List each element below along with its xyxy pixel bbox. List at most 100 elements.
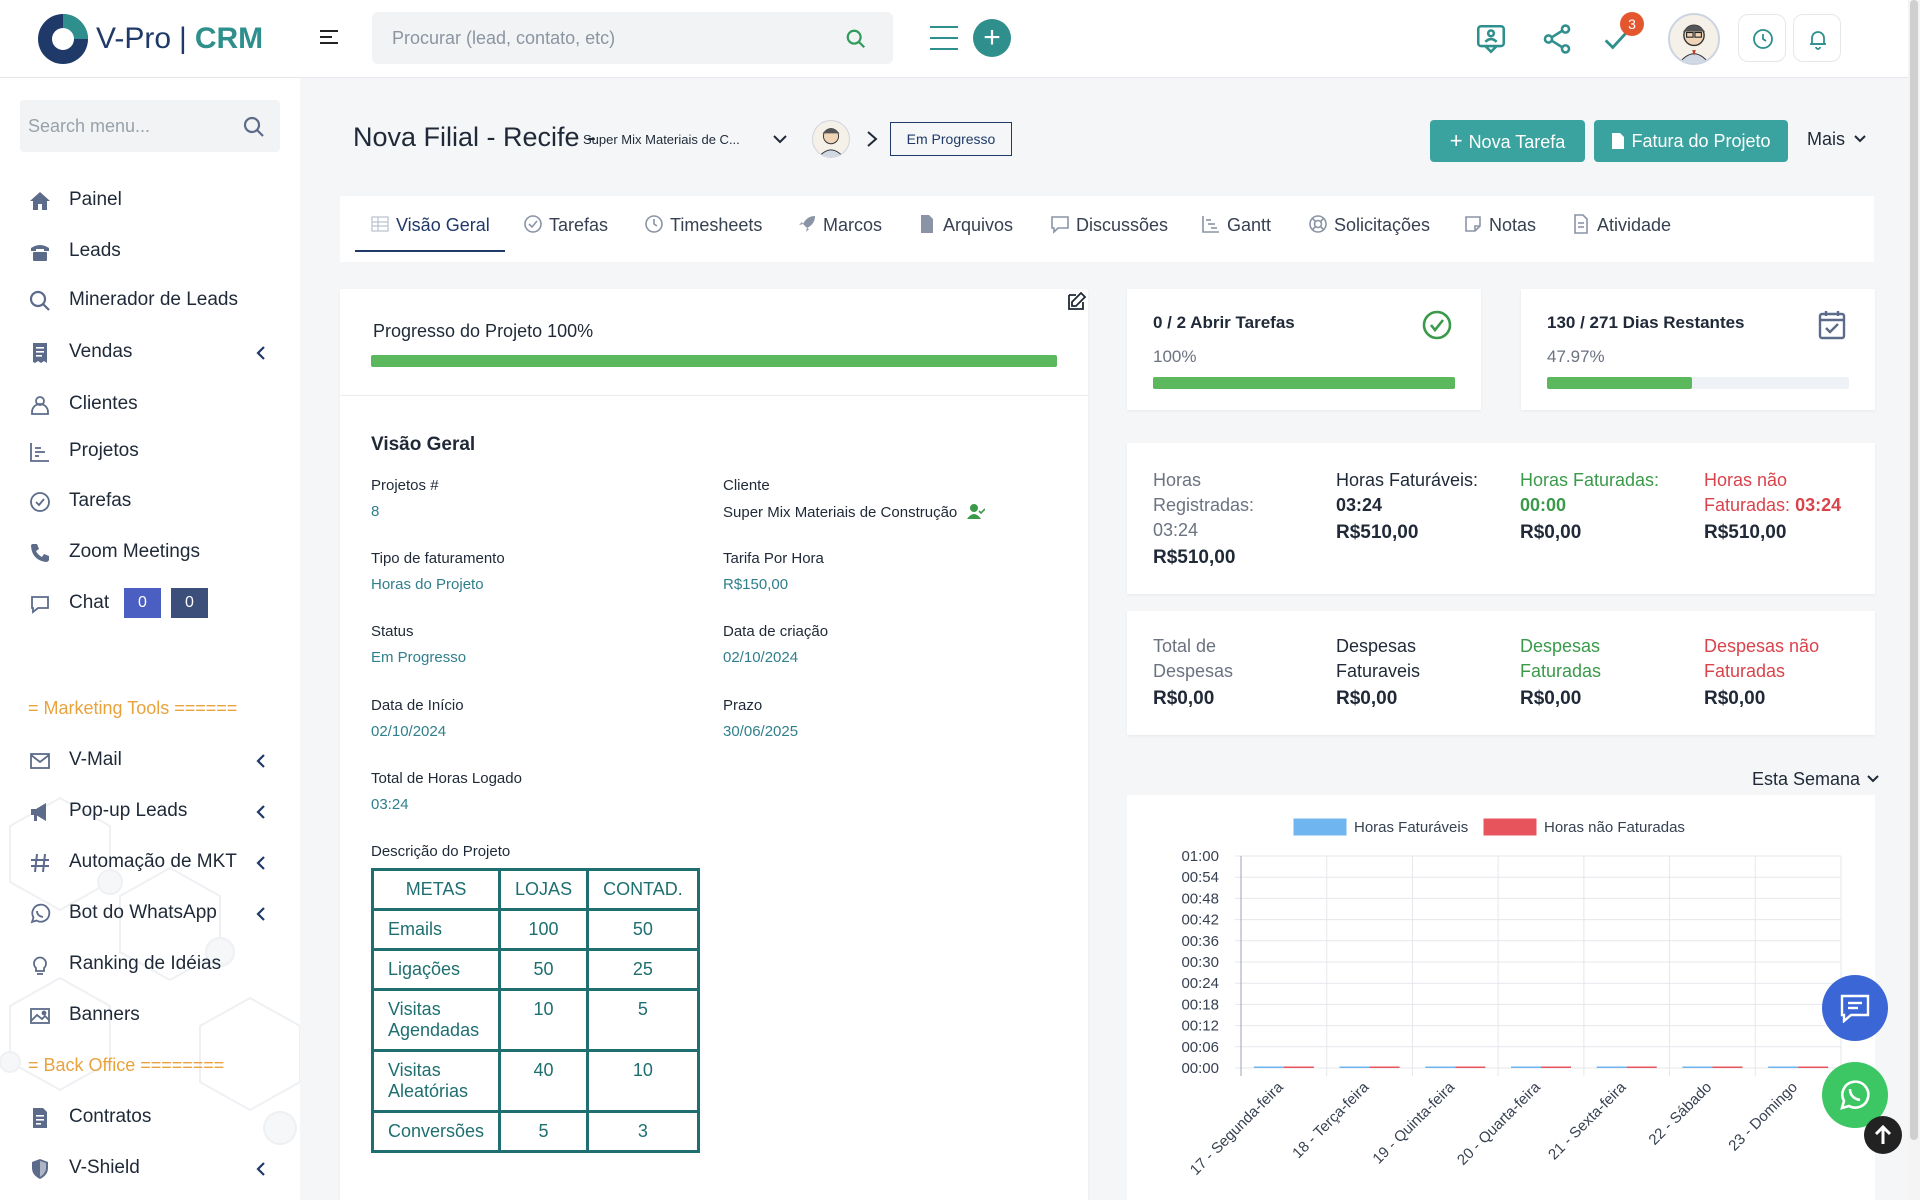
- days-remaining-percent: 47.97%: [1547, 347, 1605, 366]
- open-tasks-percent: 100%: [1153, 347, 1197, 366]
- chevron-down-icon[interactable]: [773, 134, 787, 144]
- table-cell: 100: [498, 908, 590, 951]
- menu-search-input[interactable]: [20, 100, 280, 152]
- project-progress-bar: [371, 355, 1057, 367]
- tab-atividade[interactable]: Atividade: [1571, 214, 1671, 244]
- sidebar-item-contratos[interactable]: Contratos: [0, 1098, 300, 1138]
- chevron-right-icon[interactable]: [866, 130, 878, 148]
- timer-button[interactable]: [1738, 14, 1786, 62]
- sidebar-item-vmail[interactable]: V-Mail: [0, 741, 300, 781]
- tab-timesheets[interactable]: Timesheets: [644, 214, 762, 244]
- sidebar-item-automacao[interactable]: Automação de MKT: [0, 843, 300, 883]
- period-select[interactable]: Esta Semana: [1752, 769, 1879, 790]
- phone-desk-icon: [31, 245, 49, 261]
- sidebar-item-minerador[interactable]: Minerador de Leads: [0, 281, 300, 321]
- project-status-badge: Em Progresso: [890, 122, 1012, 156]
- field-label: Prazo: [723, 697, 763, 714]
- tab-discussoes[interactable]: Discussões: [1050, 214, 1168, 244]
- expenses-money: R$0,00: [1153, 688, 1215, 709]
- scroll-to-top-button[interactable]: [1864, 1116, 1902, 1154]
- tab-gantt[interactable]: Gantt: [1201, 214, 1271, 244]
- table-cell: 10: [586, 1049, 700, 1113]
- project-tabs: [340, 196, 1874, 262]
- hours-registered: Horas Registradas: 03:24 R$510,00: [1153, 468, 1273, 573]
- chat-unread-chip[interactable]: 0: [124, 588, 161, 618]
- chart-bar: [1596, 1066, 1627, 1068]
- sidebar-toggle-icon[interactable]: [320, 30, 338, 46]
- field-value-billing-type: Horas do Projeto: [371, 576, 484, 593]
- table-header-row: METAS LOJAS CONTAD.: [370, 868, 700, 911]
- client-name[interactable]: Super Mix Materiais de Construção: [723, 504, 958, 521]
- table-cell: 5: [586, 988, 700, 1052]
- grid-icon: [371, 216, 389, 232]
- shield-icon: [32, 1159, 48, 1179]
- tab-tarefas[interactable]: Tarefas: [523, 214, 608, 244]
- tab-marcos[interactable]: Marcos: [797, 214, 882, 244]
- page-scrollbar-thumb[interactable]: [1910, 0, 1918, 1140]
- sidebar-item-bot-whatsapp[interactable]: Bot do WhatsApp: [0, 894, 300, 934]
- sidebar: Painel Leads Minerador de Leads Vendas C…: [0, 78, 300, 1200]
- logo-mark: [38, 14, 88, 64]
- field-value-client[interactable]: Super Mix Materiais de Construção: [723, 503, 987, 521]
- chevron-down-icon: [1867, 775, 1879, 783]
- x-tick-label: 22 - Sábado: [1645, 1079, 1715, 1149]
- project-invoice-button[interactable]: Fatura do Projeto: [1594, 120, 1788, 162]
- search-icon[interactable]: [845, 28, 867, 50]
- project-progress-fill: [371, 355, 1057, 367]
- days-remaining-title: 130 / 271 Dias Restantes: [1547, 313, 1745, 332]
- chart-bar: [1369, 1066, 1400, 1068]
- sidebar-item-vshield[interactable]: V-Shield: [0, 1149, 300, 1189]
- project-client-name[interactable]: Super Mix Materiais de C...: [583, 132, 740, 147]
- user-icon: [31, 396, 49, 415]
- field-value-hourly-rate: R$150,00: [723, 576, 789, 593]
- clock-icon: [645, 215, 663, 233]
- tab-solicitacoes[interactable]: Solicitações: [1308, 214, 1430, 244]
- table-header: LOJAS: [498, 868, 590, 911]
- sidebar-item-leads[interactable]: Leads: [0, 232, 300, 272]
- hours-money: R$0,00: [1520, 522, 1582, 543]
- sidebar-item-chat[interactable]: Chat 0 0: [0, 584, 300, 624]
- sidebar-item-projetos[interactable]: Projetos: [0, 432, 300, 472]
- menu-search-icon[interactable]: [242, 115, 266, 139]
- support-chat-icon[interactable]: [1474, 22, 1508, 56]
- chart-icon: [30, 443, 49, 462]
- sidebar-item-label: Leads: [69, 240, 121, 261]
- field-label: Cliente: [723, 477, 770, 494]
- quick-create-button[interactable]: +: [973, 19, 1011, 57]
- project-member-avatar[interactable]: [812, 120, 850, 158]
- more-dropdown[interactable]: Mais: [1807, 129, 1866, 150]
- tab-notas[interactable]: Notas: [1463, 214, 1536, 244]
- description-label: Descrição do Projeto: [371, 843, 511, 860]
- sidebar-item-label: Pop-up Leads: [69, 800, 188, 821]
- quick-menu-icon[interactable]: [930, 26, 958, 52]
- sidebar-item-popup-leads[interactable]: Pop-up Leads: [0, 792, 300, 832]
- sidebar-item-vendas[interactable]: Vendas: [0, 333, 300, 373]
- edit-icon[interactable]: [1066, 290, 1088, 312]
- sidebar-item-banners[interactable]: Banners: [0, 996, 300, 1036]
- tab-visao-geral[interactable]: Visão Geral: [370, 214, 490, 244]
- sidebar-item-label: Contratos: [69, 1106, 152, 1127]
- tab-arquivos[interactable]: Arquivos: [917, 214, 1013, 244]
- brand-logo[interactable]: V-Pro | CRM: [38, 14, 263, 64]
- notifications-button[interactable]: [1793, 14, 1841, 62]
- sidebar-item-clientes[interactable]: Clientes: [0, 385, 300, 425]
- floating-chat-button[interactable]: [1822, 975, 1888, 1041]
- table-cell: Ligações: [370, 948, 502, 991]
- project-progress-label: Progresso do Projeto 100%: [373, 321, 594, 341]
- table-row: Conversões 5 3: [370, 1110, 700, 1153]
- brand-name-left: V-Pro: [96, 22, 172, 55]
- global-search-input[interactable]: [372, 12, 893, 64]
- sidebar-item-ranking[interactable]: Ranking de Idéias: [0, 945, 300, 985]
- share-icon[interactable]: [1540, 22, 1574, 56]
- new-task-button[interactable]: + Nova Tarefa: [1430, 120, 1585, 162]
- sidebar-item-label: Automação de MKT: [69, 851, 237, 872]
- chat-group-chip[interactable]: 0: [171, 588, 208, 618]
- sidebar-item-label: V-Mail: [69, 749, 122, 770]
- clock-icon: [1753, 29, 1773, 49]
- sidebar-item-painel[interactable]: Painel: [0, 181, 300, 221]
- todo-check-icon[interactable]: [1600, 22, 1634, 56]
- sidebar-item-tarefas[interactable]: Tarefas: [0, 482, 300, 522]
- expenses-label: Despesas não Faturadas: [1704, 636, 1820, 681]
- sidebar-item-zoom[interactable]: Zoom Meetings: [0, 533, 300, 573]
- user-avatar[interactable]: [1668, 13, 1720, 65]
